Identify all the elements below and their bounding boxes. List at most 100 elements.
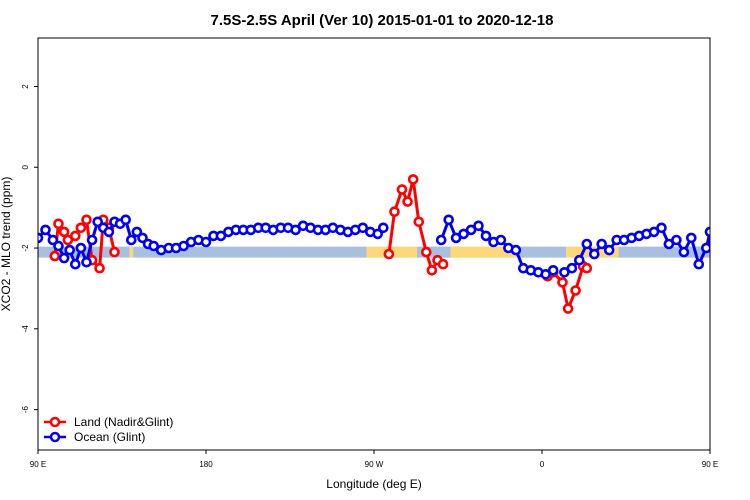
data-point-land	[732, 228, 740, 236]
data-point-ocean	[603, 244, 615, 256]
data-point-ocean	[81, 256, 92, 268]
data-point-land	[557, 277, 568, 288]
x-tick-label: 90 E	[30, 460, 46, 469]
data-point-ocean	[131, 226, 143, 238]
data-point-ocean	[573, 254, 585, 266]
data-point-ocean	[290, 224, 301, 236]
data-point-ocean	[648, 226, 660, 238]
plot-area	[38, 174, 750, 314]
data-point-ocean	[685, 232, 697, 244]
data-point-ocean	[596, 238, 608, 250]
data-point-ocean	[740, 246, 748, 254]
data-point-land	[81, 214, 92, 226]
series-line-land	[387, 177, 444, 272]
data-point-land	[562, 303, 574, 314]
data-point-ocean	[458, 228, 469, 240]
data-point-ocean	[357, 222, 369, 234]
data-point-land	[62, 234, 74, 246]
legend-item-ocean: Ocean (Glint)	[44, 430, 145, 444]
data-point-ocean	[137, 232, 148, 244]
data-point-land	[53, 218, 64, 230]
data-point-land	[581, 262, 593, 274]
y-axis: -6 -4 -2 0 2	[21, 84, 38, 413]
data-point-ocean	[708, 240, 710, 248]
x-tick-label: 0	[540, 460, 545, 469]
data-point-ocean	[732, 218, 740, 226]
data-point-ocean	[148, 240, 159, 252]
data-point-land	[413, 216, 425, 228]
data-point-land	[727, 220, 735, 228]
data-point-ocean	[495, 234, 507, 246]
series-layer	[38, 174, 750, 314]
data-point-ocean	[70, 258, 81, 270]
data-point-ocean	[581, 238, 593, 250]
x-tick-label: 180	[199, 460, 213, 469]
legend-ocean-marker	[49, 431, 61, 443]
legend-land-marker	[49, 416, 61, 428]
x-tick-label: 90 E	[702, 460, 718, 469]
data-point-land	[70, 230, 81, 242]
data-point-land	[389, 206, 400, 217]
data-point-ocean	[693, 258, 705, 270]
data-point-ocean	[38, 232, 44, 244]
y-tick-label: -6	[21, 405, 30, 413]
legend-item-land: Land (Nadir&Glint)	[44, 415, 173, 429]
data-point-land	[402, 196, 413, 207]
data-point-ocean	[704, 226, 710, 238]
series-line-land	[725, 216, 750, 269]
x-axis-label: Longitude (deg E)	[326, 477, 421, 491]
data-point-ocean	[215, 230, 227, 242]
data-point-ocean	[473, 220, 484, 232]
data-point-ocean	[701, 242, 710, 254]
data-point-land	[58, 226, 70, 238]
data-point-ocean	[547, 264, 559, 276]
data-point-ocean	[126, 234, 137, 246]
x-axis: 90 E 180 90 W 0 90 E	[30, 450, 718, 469]
series-line-ocean	[714, 222, 750, 264]
data-point-ocean	[510, 244, 522, 256]
data-point-land	[740, 236, 748, 244]
data-point-ocean	[64, 244, 75, 256]
data-point-ocean	[480, 230, 492, 242]
data-point-land	[407, 174, 419, 185]
data-point-land	[75, 222, 87, 234]
data-point-ocean	[40, 224, 51, 236]
data-point-land	[396, 184, 408, 195]
data-point-ocean	[372, 228, 384, 240]
data-point-ocean	[377, 222, 389, 234]
data-point-ocean	[200, 236, 212, 248]
data-point-ocean	[58, 252, 70, 264]
data-point-ocean	[559, 266, 570, 278]
data-point-land	[109, 246, 120, 258]
data-point-ocean	[53, 240, 64, 252]
data-point-land	[420, 246, 432, 258]
data-point-ocean	[92, 216, 103, 228]
data-point-ocean	[540, 268, 552, 280]
data-point-ocean	[671, 234, 682, 246]
data-point-ocean	[678, 246, 690, 258]
data-point-ocean	[717, 248, 725, 256]
data-point-ocean	[566, 262, 578, 274]
y-axis-label: XCO2 - MLO trend (ppm)	[0, 177, 13, 312]
data-point-ocean	[588, 248, 600, 260]
legend-ocean-label: Ocean (Glint)	[74, 430, 145, 444]
y-tick-label: 2	[21, 84, 30, 89]
data-point-land	[721, 252, 729, 260]
data-point-land	[437, 258, 449, 270]
y-tick-label: 0	[21, 165, 30, 170]
data-point-ocean	[86, 234, 98, 246]
data-point-ocean	[656, 222, 667, 234]
data-point-land	[94, 262, 105, 274]
data-point-ocean	[435, 234, 447, 246]
legend: Land (Nadir&Glint) Ocean (Glint)	[44, 415, 173, 444]
series-ocean	[38, 214, 750, 280]
data-point-ocean	[75, 242, 87, 254]
data-point-land	[383, 248, 395, 260]
data-point-ocean	[120, 214, 131, 226]
legend-land-label: Land (Nadir&Glint)	[74, 415, 173, 429]
data-point-land	[426, 264, 438, 276]
x-tick-label: 90 W	[365, 460, 384, 469]
y-tick-label: -2	[21, 244, 30, 252]
plot-frame	[37, 37, 711, 451]
